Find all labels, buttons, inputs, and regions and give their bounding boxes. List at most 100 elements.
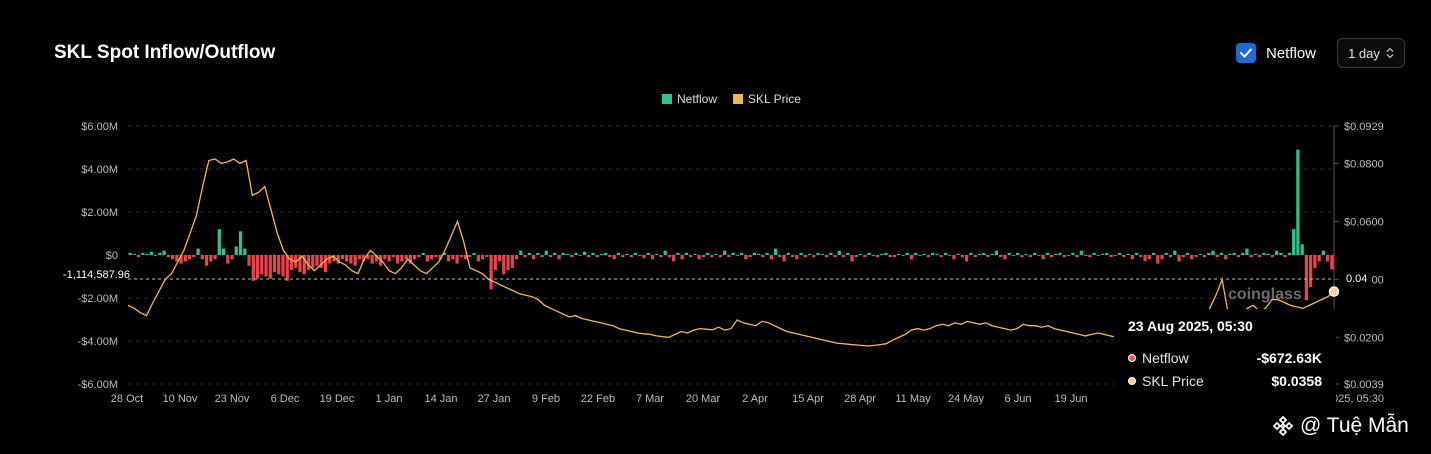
netflow-bar xyxy=(854,255,858,258)
netflow-toggle[interactable]: Netflow xyxy=(1236,43,1316,63)
netflow-bar xyxy=(1160,255,1164,260)
netflow-bar xyxy=(642,255,646,259)
netflow-bar xyxy=(1241,252,1245,255)
netflow-bar xyxy=(1016,252,1020,255)
netflow-bar xyxy=(599,253,604,255)
netflow-bar xyxy=(931,252,935,255)
y-tick-label: $0.0600 xyxy=(1344,216,1384,228)
x-tick-label: 10 Nov xyxy=(163,393,198,405)
netflow-bar xyxy=(1309,255,1313,288)
netflow-checkbox[interactable] xyxy=(1236,43,1256,63)
netflow-bar xyxy=(1287,252,1292,255)
x-tick-label: 20 Mar xyxy=(686,393,721,405)
netflow-bar xyxy=(1219,252,1224,255)
netflow-bar xyxy=(795,255,799,260)
netflow-bar xyxy=(387,255,391,262)
netflow-bar xyxy=(574,252,578,255)
netflow-bar xyxy=(909,255,914,260)
netflow-bar xyxy=(315,255,319,266)
netflow-bar xyxy=(1258,255,1262,258)
netflow-bar xyxy=(336,255,340,264)
netflow-bar xyxy=(1313,255,1317,268)
netflow-bar xyxy=(442,252,446,255)
interval-select[interactable]: 1 day xyxy=(1337,38,1405,68)
netflow-bar xyxy=(977,253,982,255)
netflow-bar xyxy=(587,255,591,258)
netflow-bar xyxy=(340,255,345,260)
netflow-bar xyxy=(468,255,472,258)
netflow-bar xyxy=(782,255,786,262)
netflow-bar xyxy=(480,255,485,260)
netflow-bar xyxy=(357,255,362,260)
netflow-bar xyxy=(999,255,1003,258)
netflow-bar xyxy=(408,255,413,264)
netflow-bar xyxy=(841,255,846,258)
legend-swatch xyxy=(733,94,743,104)
netflow-bar xyxy=(867,252,871,255)
netflow-bar xyxy=(1007,252,1011,255)
crosshair: -1,114,587.96 0.04 xyxy=(63,269,1371,286)
netflow-bar xyxy=(1113,255,1117,257)
netflow-bar xyxy=(285,255,289,281)
tooltip-label: SKL Price xyxy=(1142,372,1204,389)
price-marker xyxy=(1328,286,1340,297)
netflow-bar xyxy=(175,255,179,262)
netflow-bar xyxy=(1049,255,1054,258)
netflow-bar xyxy=(812,255,816,258)
x-tick-label: 23 Nov xyxy=(215,393,250,405)
netflow-bar xyxy=(1245,248,1249,255)
netflow-bar xyxy=(625,253,629,255)
netflow-bar xyxy=(1062,255,1066,258)
netflow-bar xyxy=(901,255,905,257)
netflow-bar xyxy=(837,250,841,255)
netflow-bar xyxy=(1228,253,1232,255)
netflow-bar xyxy=(1211,250,1215,255)
netflow-bar xyxy=(905,252,909,255)
netflow-bar xyxy=(1126,253,1130,255)
netflow-bar xyxy=(565,253,570,255)
netflow-bar xyxy=(718,255,723,258)
crosshair-value-label: -1,114,587.96 xyxy=(63,269,130,281)
netflow-bar xyxy=(1041,255,1045,260)
netflow-bar xyxy=(820,253,824,255)
netflow-bar xyxy=(1071,252,1075,255)
netflow-bar xyxy=(604,252,608,255)
netflow-bar xyxy=(833,255,837,258)
netflow-bar xyxy=(667,255,672,258)
netflow-bar xyxy=(553,252,557,255)
chart-tooltip: 23 Aug 2025, 05:30 Netflow -$672.63K SKL… xyxy=(1114,309,1336,409)
netflow-bar xyxy=(612,255,616,260)
netflow-bar xyxy=(752,252,756,255)
tooltip-value: -$672.63K xyxy=(1256,349,1322,366)
x-tick-label: 22 Feb xyxy=(581,393,615,405)
netflow-bar xyxy=(956,253,960,255)
netflow-bar xyxy=(1173,250,1177,255)
netflow-bar xyxy=(251,255,255,281)
netflow-bar xyxy=(816,252,820,255)
netflow-bar xyxy=(744,255,748,260)
netflow-bar xyxy=(1033,252,1037,255)
netflow-bar xyxy=(689,255,693,258)
netflow-bar xyxy=(697,255,701,260)
netflow-bar xyxy=(1054,253,1058,255)
netflow-bar xyxy=(922,253,926,255)
netflow-bar xyxy=(527,252,531,255)
y-tick-label: $4.00M xyxy=(81,164,118,176)
netflow-bar xyxy=(633,252,638,255)
netflow-bar xyxy=(1253,253,1258,255)
netflow-bar xyxy=(272,255,277,273)
tooltip-value: $0.0358 xyxy=(1271,372,1322,389)
sort-chevron-icon xyxy=(1386,47,1394,59)
netflow-bar xyxy=(1262,252,1266,255)
netflow-bar xyxy=(846,252,850,255)
netflow-bar xyxy=(489,255,493,290)
netflow-bar xyxy=(680,255,684,260)
netflow-bar xyxy=(684,252,689,255)
x-tick-label: 6 Dec xyxy=(271,393,300,405)
x-tick-label: 15 Apr xyxy=(792,393,824,405)
netflow-bar xyxy=(421,252,425,255)
netflow-bar xyxy=(353,255,357,266)
netflow-bar xyxy=(880,253,884,255)
netflow-bar xyxy=(1275,250,1279,255)
x-tick-label: 28 Apr xyxy=(844,393,876,405)
